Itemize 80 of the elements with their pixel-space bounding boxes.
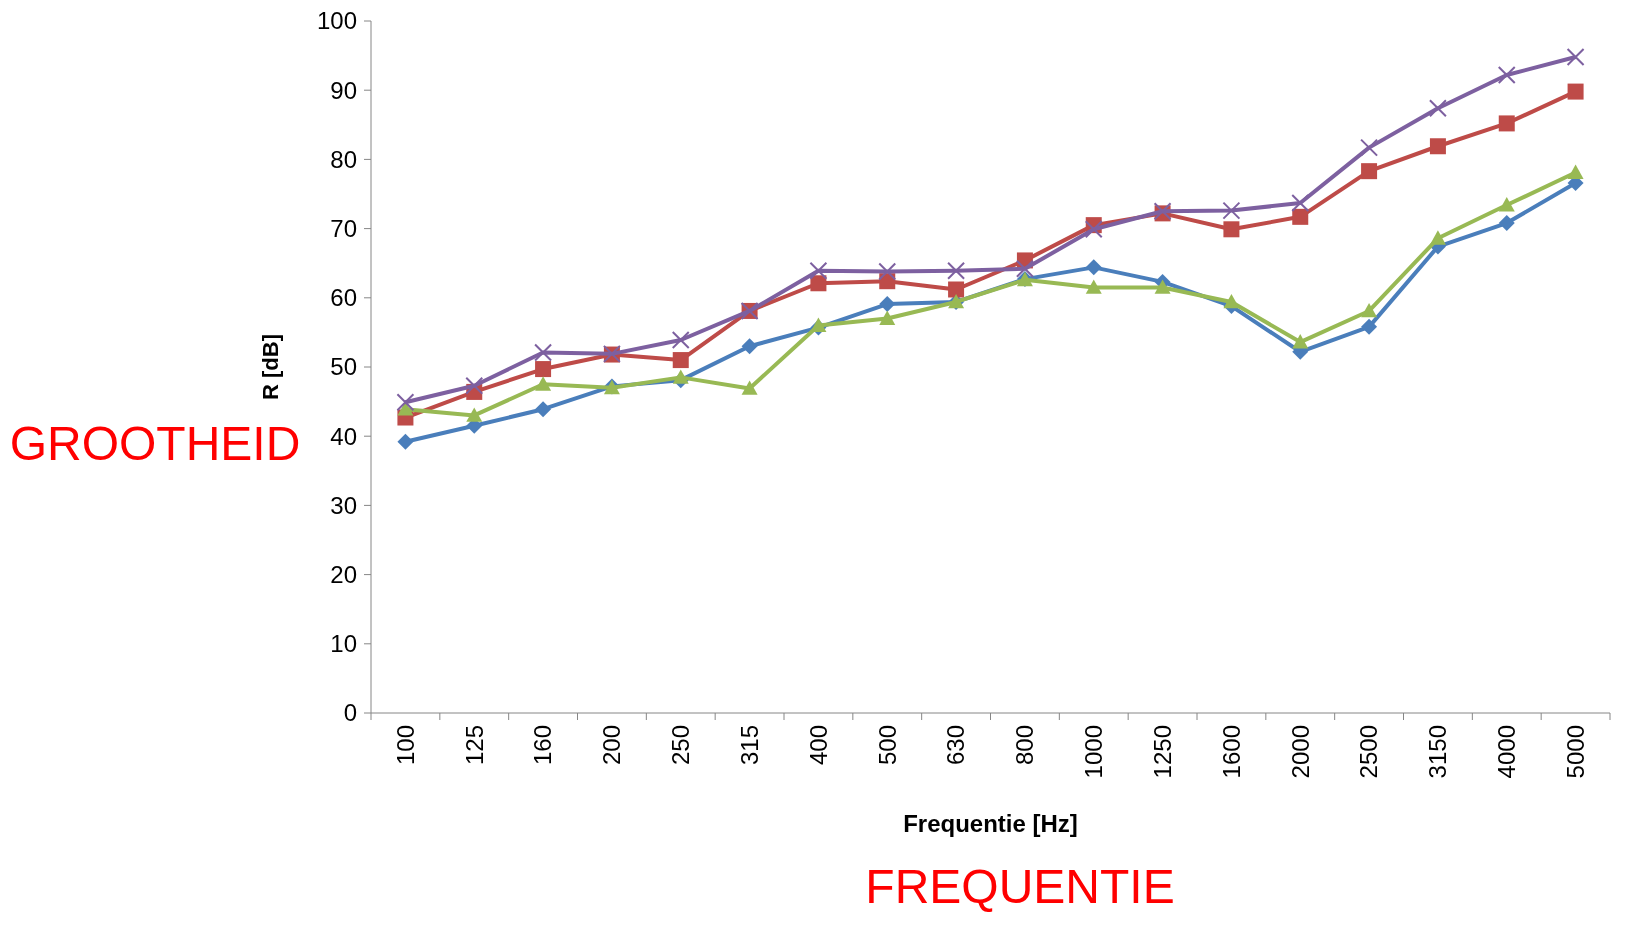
x-tick-label: 1000 <box>1080 725 1108 779</box>
point <box>396 393 415 412</box>
point <box>1429 138 1446 155</box>
point <box>1085 279 1102 294</box>
point <box>810 317 827 332</box>
point <box>1015 259 1034 278</box>
y-tick-label: 70 <box>330 215 357 242</box>
point <box>1223 293 1240 309</box>
point <box>1497 65 1516 84</box>
point <box>879 296 896 313</box>
y-tick-label: 40 <box>330 422 357 450</box>
point <box>534 343 553 362</box>
point <box>1498 215 1515 232</box>
point <box>535 361 552 378</box>
point <box>1085 259 1102 276</box>
point <box>809 261 828 280</box>
point <box>397 401 414 416</box>
point <box>397 433 414 450</box>
x-axis-title: Frequentie [Hz] <box>903 810 1078 837</box>
x-tick-label: 400 <box>804 725 832 766</box>
point <box>1429 230 1446 245</box>
x-tick-label: 125 <box>460 725 488 766</box>
point <box>535 401 552 418</box>
y-tick-label: 0 <box>343 699 357 727</box>
point <box>948 281 965 298</box>
x-tick-label: 3150 <box>1424 725 1452 779</box>
text: GROOTHEID <box>9 417 301 470</box>
point <box>1222 201 1241 220</box>
y-tick-label: 10 <box>330 630 357 658</box>
point <box>466 407 483 422</box>
x-tick-label: 630 <box>942 725 970 766</box>
x-tick-label: 160 <box>529 725 557 766</box>
point <box>947 261 966 280</box>
point <box>465 376 484 395</box>
point <box>1498 197 1515 212</box>
y-axis-title: R [dB] <box>258 334 283 400</box>
x-tick-label: 100 <box>391 725 419 766</box>
x-tick-label: 315 <box>735 725 763 766</box>
x-tick-label: 1250 <box>1148 725 1176 779</box>
y-tick-label: 30 <box>330 491 357 519</box>
point <box>1428 99 1447 118</box>
point <box>1292 208 1309 225</box>
point <box>1361 318 1378 335</box>
x-tick-label: 200 <box>598 725 626 766</box>
point <box>741 380 758 395</box>
point <box>671 331 690 350</box>
y-tick-label: 50 <box>330 353 357 381</box>
point <box>1292 334 1309 349</box>
point <box>879 310 896 325</box>
point <box>535 376 552 391</box>
point <box>1498 115 1515 132</box>
point <box>810 275 827 292</box>
point <box>1361 163 1378 180</box>
y-tick-label: 60 <box>330 284 357 312</box>
point <box>672 352 689 369</box>
x-tick-label: 5000 <box>1561 725 1589 779</box>
y-tick-label: 20 <box>330 561 357 588</box>
y-tick-label: 90 <box>330 76 357 104</box>
point <box>1361 302 1378 318</box>
point <box>1291 194 1310 212</box>
point <box>1084 220 1103 239</box>
point <box>741 338 758 355</box>
point <box>1567 164 1584 179</box>
point <box>1567 83 1584 100</box>
point <box>1566 47 1585 66</box>
y-tick-label: 80 <box>330 145 357 173</box>
x-tick-label: 250 <box>667 725 695 766</box>
x-tick-label: 4000 <box>1493 725 1521 779</box>
x-tick-label: 2500 <box>1355 725 1383 779</box>
x-tick-label: 800 <box>1011 725 1039 766</box>
x-tick-label: 500 <box>873 725 901 766</box>
x-tick-label: 2000 <box>1286 725 1314 779</box>
point <box>1360 138 1379 157</box>
point <box>1154 279 1171 294</box>
point <box>878 262 897 281</box>
text: FREQUENTIE <box>865 860 1175 913</box>
y-tick-label: 100 <box>316 7 357 35</box>
x-tick-label: 1600 <box>1217 725 1245 779</box>
point <box>1223 221 1240 238</box>
point <box>672 369 689 384</box>
